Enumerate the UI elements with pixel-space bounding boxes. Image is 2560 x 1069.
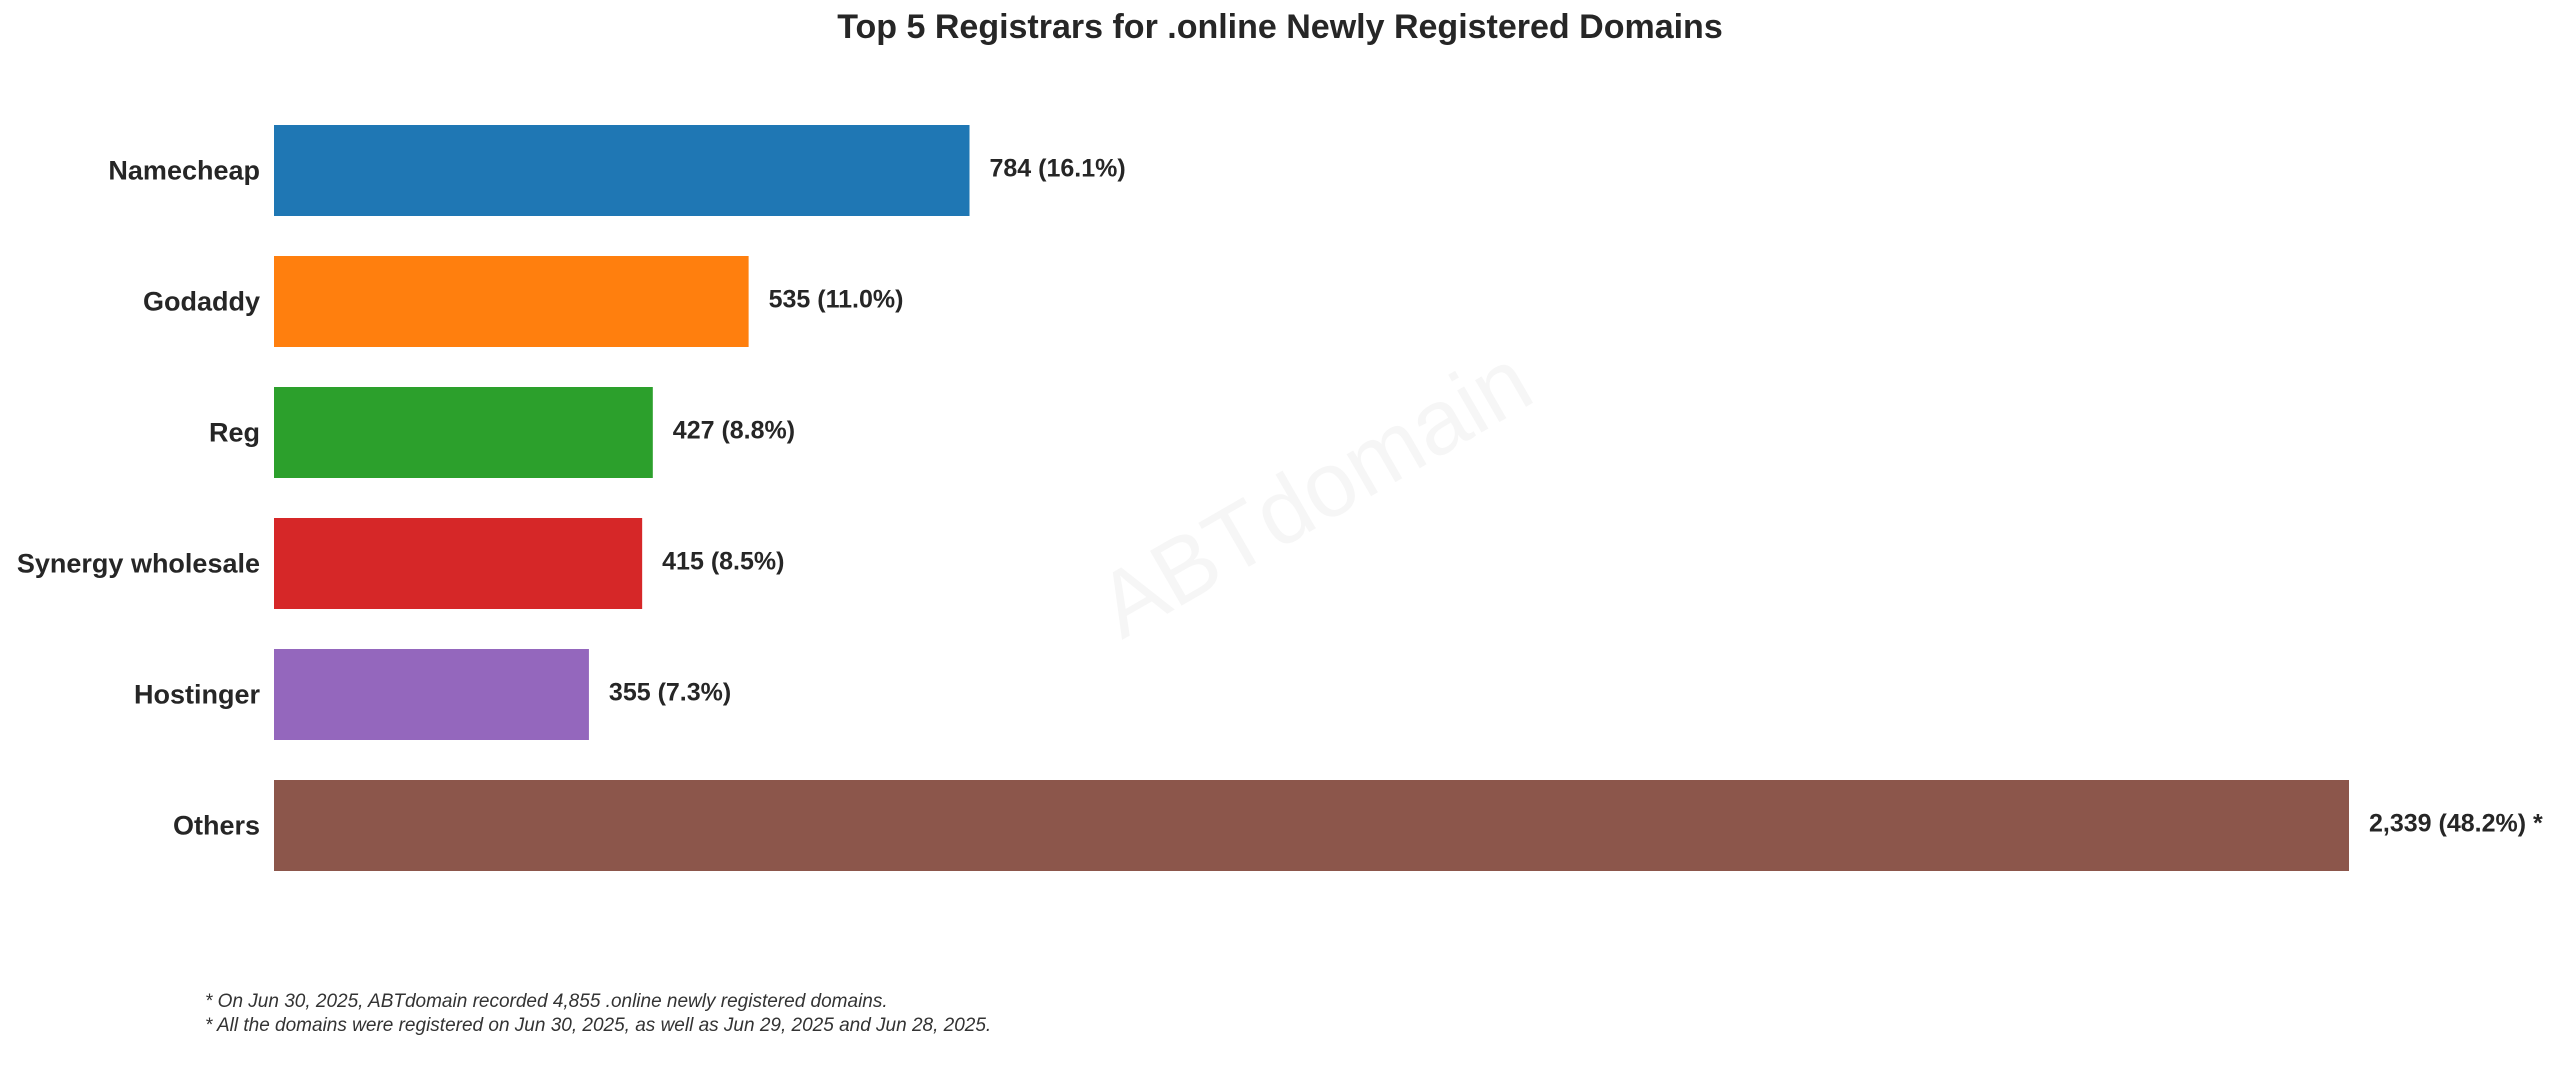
category-label: Godaddy (143, 287, 260, 317)
bar-synergy-wholesale (274, 518, 643, 609)
category-label: Hostinger (134, 680, 261, 710)
bar-others (274, 780, 2349, 871)
value-label: 2,339 (48.2%) * (2369, 810, 2543, 838)
footnotes: * On Jun 30, 2025, ABTdomain recorded 4,… (205, 990, 991, 1038)
value-label: 415 (8.5%) (662, 548, 784, 576)
value-label: 535 (11.0%) (769, 286, 904, 314)
value-label: 784 (16.1%) (990, 155, 1126, 183)
value-label: 427 (8.8%) (673, 417, 795, 445)
category-label: Reg (209, 418, 260, 448)
bar-hostinger (274, 649, 589, 740)
chart-title: Top 5 Registrars for .online Newly Regis… (837, 8, 1722, 46)
bar-namecheap (274, 125, 970, 216)
category-label: Namecheap (108, 156, 260, 186)
bar-reg (274, 387, 653, 478)
category-label: Others (173, 811, 260, 841)
bar-godaddy (274, 256, 749, 347)
footnote: * On Jun 30, 2025, ABTdomain recorded 4,… (205, 991, 888, 1012)
value-label: 355 (7.3%) (609, 679, 731, 707)
watermark: ABTdomain (1081, 329, 1548, 658)
bars-group: Namecheap 784 (16.1%) Godaddy 535 (11.0%) Re… (17, 125, 2543, 871)
category-label: Synergy wholesale (17, 549, 260, 579)
footnote: * All the domains were registered on Jun… (205, 1015, 992, 1036)
